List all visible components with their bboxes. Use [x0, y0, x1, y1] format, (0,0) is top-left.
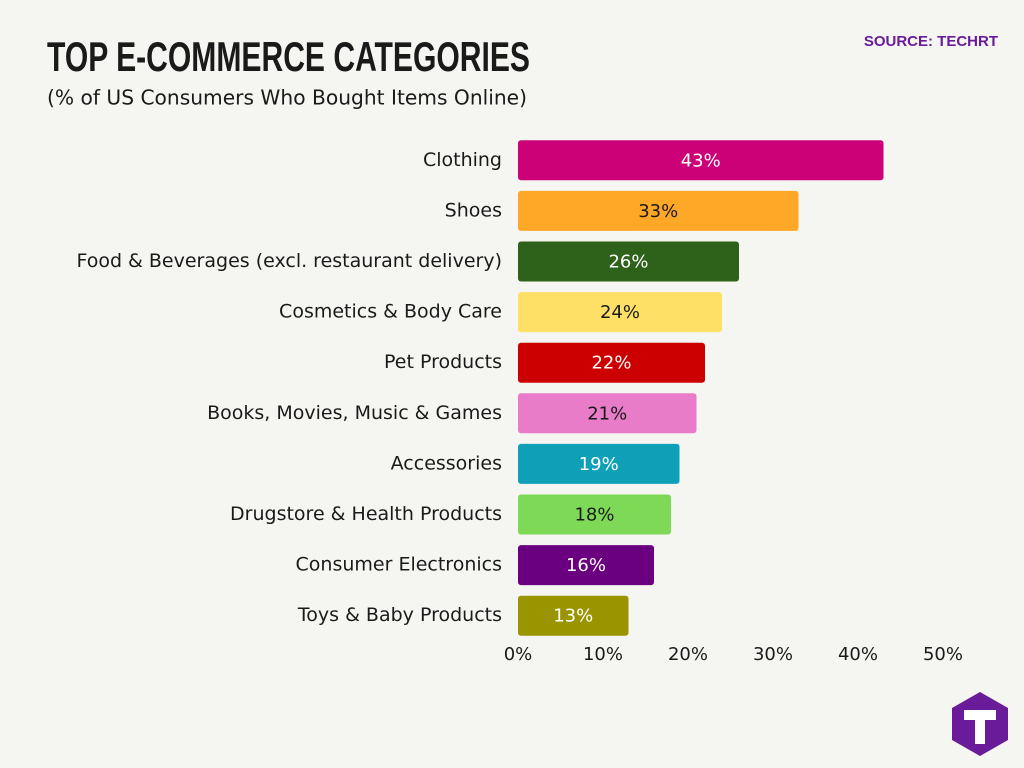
category-label: Consumer Electronics [296, 554, 502, 576]
bar [518, 545, 654, 586]
value-label: 33% [638, 201, 678, 222]
category-label: Accessories [391, 452, 502, 474]
category-label: Food & Beverages (excl. restaurant deliv… [76, 250, 502, 272]
bar [518, 443, 680, 484]
bar [518, 241, 739, 282]
value-label: 43% [681, 150, 721, 171]
category-label: Toys & Baby Products [297, 604, 502, 626]
bar [518, 190, 799, 231]
x-tick-label: 0% [504, 644, 533, 665]
value-label: 13% [553, 606, 593, 627]
bar [518, 494, 671, 535]
x-tick-label: 20% [668, 644, 708, 665]
chart-title: TOP E-COMMERCE CATEGORIES [47, 33, 530, 80]
x-tick-label: 10% [583, 644, 623, 665]
category-label: Shoes [445, 199, 502, 221]
category-label: Books, Movies, Music & Games [207, 402, 502, 424]
value-label: 26% [608, 252, 648, 273]
category-label: Cosmetics & Body Care [279, 301, 502, 323]
value-label: 24% [600, 302, 640, 323]
bar [518, 595, 629, 636]
logo-letter [964, 710, 996, 744]
chart-subtitle: (% of US Consumers Who Bought Items Onli… [47, 86, 527, 110]
logo [952, 692, 1008, 756]
category-label: Pet Products [384, 351, 502, 373]
value-label: 19% [579, 454, 619, 475]
bar [518, 342, 705, 383]
category-label: Drugstore & Health Products [230, 503, 502, 525]
x-tick-label: 30% [753, 644, 793, 665]
source: SOURCE: TECHRT [864, 33, 998, 50]
value-label: 16% [566, 555, 606, 576]
bar [518, 292, 722, 333]
value-label: 21% [587, 403, 627, 424]
value-label: 22% [591, 353, 631, 374]
x-tick-label: 50% [923, 644, 963, 665]
value-label: 18% [574, 505, 614, 526]
category-label: Clothing [423, 149, 502, 171]
x-tick-label: 40% [838, 644, 878, 665]
bar [518, 393, 697, 434]
bar [518, 140, 884, 181]
